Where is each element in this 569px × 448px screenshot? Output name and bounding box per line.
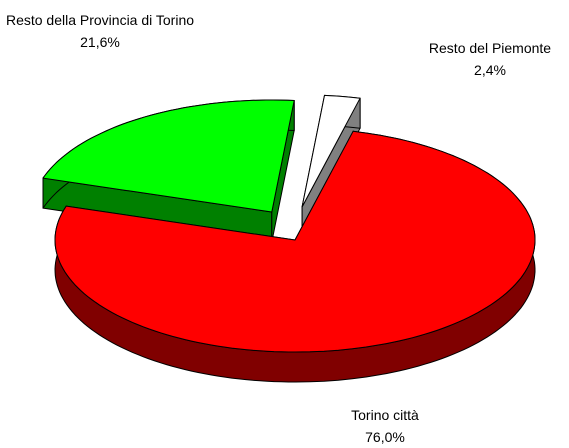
slice-label: Resto del Piemonte 2,4% xyxy=(405,37,569,81)
value-label: 2,4% xyxy=(474,62,506,78)
slice-label: Torino città 76,0% xyxy=(335,404,435,448)
value-label: 76,0% xyxy=(365,429,405,445)
slice xyxy=(301,94,361,208)
category-label: Resto del Piemonte xyxy=(428,40,552,56)
category-label: Resto della Provincia di Torino xyxy=(5,12,195,28)
value-label: 21,6% xyxy=(80,34,120,50)
slice xyxy=(42,99,295,213)
slice-label: Resto della Provincia di Torino 21,6% xyxy=(5,9,195,53)
slice xyxy=(54,130,536,353)
category-label: Torino città xyxy=(351,407,419,423)
